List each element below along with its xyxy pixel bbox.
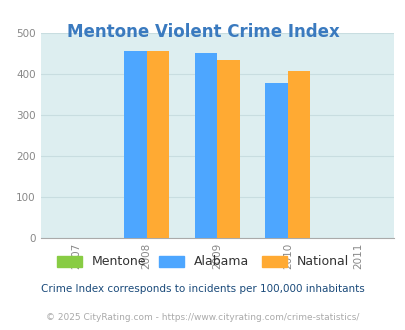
Text: Crime Index corresponds to incidents per 100,000 inhabitants: Crime Index corresponds to incidents per… xyxy=(41,284,364,294)
Legend: Mentone, Alabama, National: Mentone, Alabama, National xyxy=(52,250,353,274)
Text: © 2025 CityRating.com - https://www.cityrating.com/crime-statistics/: © 2025 CityRating.com - https://www.city… xyxy=(46,313,359,322)
Bar xyxy=(194,53,217,238)
Bar xyxy=(124,51,146,238)
Bar xyxy=(264,83,287,238)
Bar xyxy=(217,60,239,238)
Bar xyxy=(287,71,310,238)
Bar xyxy=(146,51,169,238)
Text: Mentone Violent Crime Index: Mentone Violent Crime Index xyxy=(66,23,339,41)
